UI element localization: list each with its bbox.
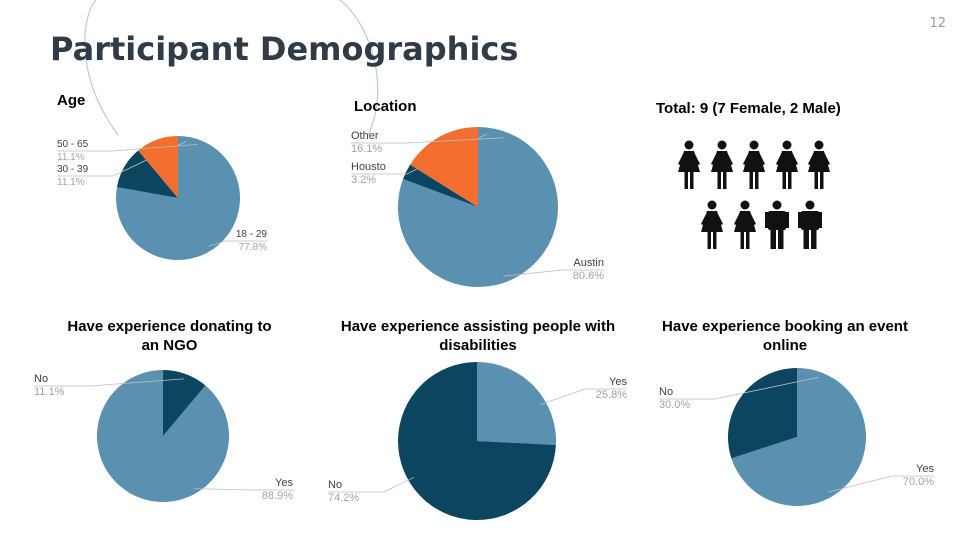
leader-line xyxy=(193,488,293,491)
pie-slice-no xyxy=(163,370,206,436)
slice-label: No xyxy=(328,479,342,491)
slice-label: Yes xyxy=(609,376,627,388)
pie-slice-yes xyxy=(731,368,867,506)
slice-percent: 70.0% xyxy=(903,476,934,488)
chart-title-booking: Have experience booking an event online xyxy=(662,318,908,354)
slice-label: Austin xyxy=(573,257,604,269)
leader-line xyxy=(328,476,415,493)
slice-percent: 11.1% xyxy=(57,152,85,163)
pie-slice-50-65 xyxy=(138,136,178,198)
female-icon xyxy=(710,140,733,189)
pie-slice-no xyxy=(397,362,556,520)
slide-title: Participant Demographics xyxy=(50,30,519,68)
pie-slice-no xyxy=(728,368,797,459)
leader-line xyxy=(828,475,934,493)
slice-percent: 74.2% xyxy=(328,492,359,504)
pie-slice-yes xyxy=(96,369,229,502)
slice-label: No xyxy=(659,386,673,398)
slice-label: 50 - 65 xyxy=(57,139,89,150)
participants-row-2 xyxy=(700,200,830,250)
slice-label: Yes xyxy=(275,477,293,489)
female-icon xyxy=(701,200,723,249)
slice-label: Yes xyxy=(916,463,934,475)
pie-slice-yes xyxy=(477,362,556,445)
leader-line xyxy=(57,144,198,152)
slice-label: 30 - 39 xyxy=(57,164,89,175)
slice-percent: 77.8% xyxy=(239,242,267,253)
slice-percent: 25.8% xyxy=(596,389,627,401)
female-icon xyxy=(808,140,830,189)
female-icon xyxy=(775,140,798,189)
slice-label: 18 - 29 xyxy=(236,229,268,240)
slice-percent: 80.6% xyxy=(573,270,604,282)
participants-row-1 xyxy=(677,140,840,190)
leader-line xyxy=(34,378,184,387)
leader-line xyxy=(351,137,504,144)
leader-line xyxy=(208,240,267,247)
pie-slice-austin xyxy=(397,127,558,287)
participants-total: Total: 9 (7 Female, 2 Male) xyxy=(656,100,841,117)
leader-line xyxy=(539,388,627,406)
female-icon xyxy=(733,200,756,249)
slice-label: Other xyxy=(351,130,379,142)
chart-title-ngo: Have experience donating to an NGO xyxy=(67,318,272,354)
slice-percent: 11.1% xyxy=(57,177,85,188)
leader-line xyxy=(659,376,819,400)
slice-label: No xyxy=(34,373,48,385)
slice-percent: 11.1% xyxy=(34,386,65,398)
chart-title-age: Age xyxy=(57,92,86,109)
female-icon xyxy=(678,140,700,189)
page-number: 12 xyxy=(929,16,946,31)
slice-percent: 16.1% xyxy=(351,143,382,155)
slice-percent: 30.0% xyxy=(659,399,690,411)
female-icon xyxy=(743,140,765,189)
pie-slice-housto xyxy=(403,164,478,207)
pie-slice-other xyxy=(410,126,478,207)
pie-slice-18-29 xyxy=(116,136,241,260)
slice-percent: 88.9% xyxy=(262,490,293,502)
chart-title-disabilities: Have experience assisting people with di… xyxy=(340,318,616,354)
slice-label: Housto xyxy=(351,161,386,173)
male-icon xyxy=(797,200,822,249)
pie-slice-30-39 xyxy=(116,150,178,198)
leader-line xyxy=(503,269,604,277)
chart-title-location: Location xyxy=(354,98,417,115)
slice-percent: 3.2% xyxy=(351,174,376,186)
male-icon xyxy=(765,200,789,249)
